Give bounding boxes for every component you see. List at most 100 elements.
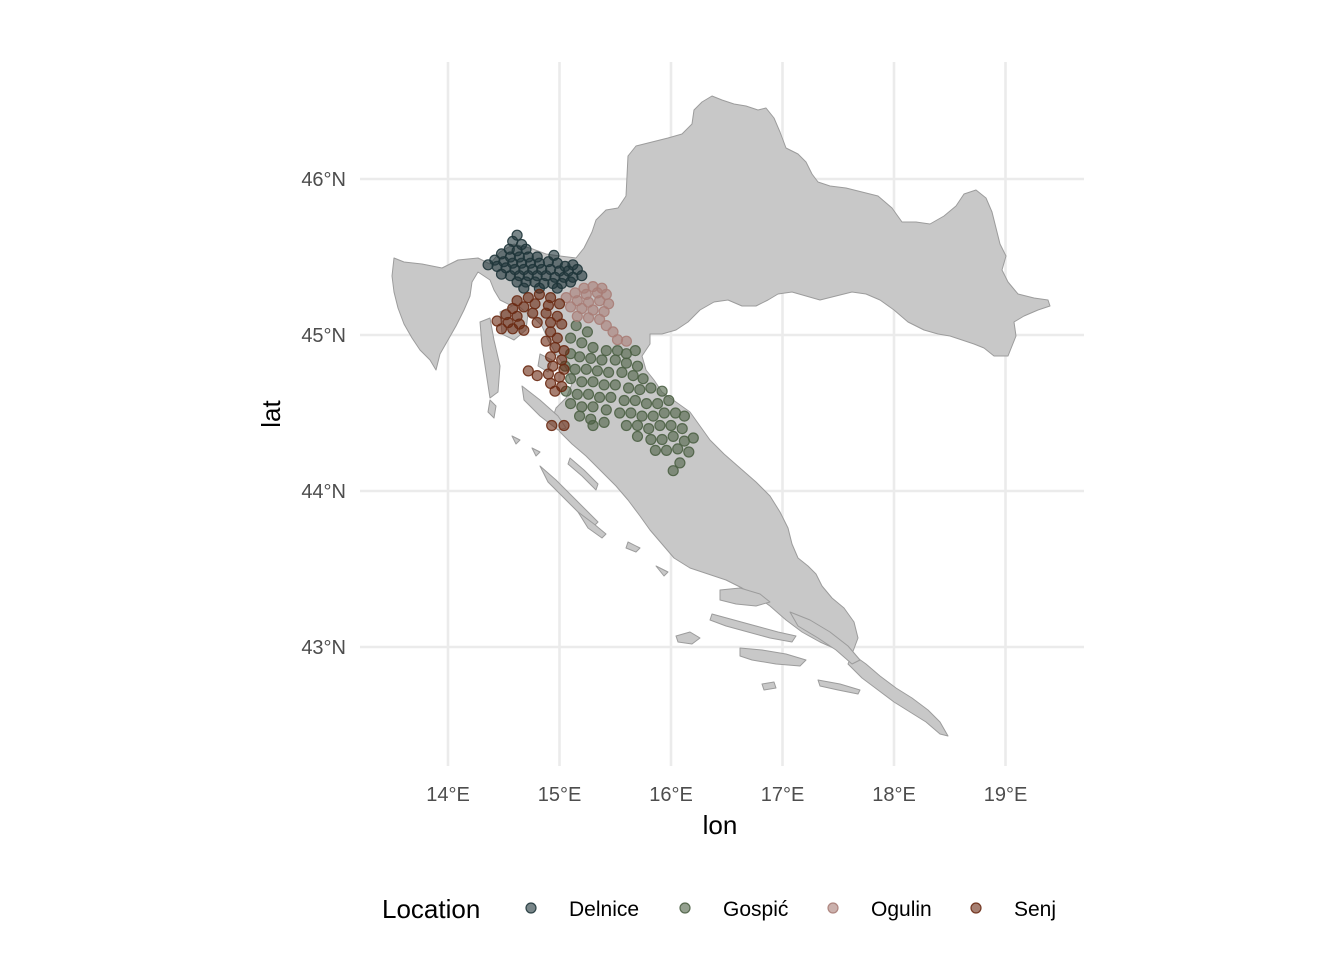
data-point xyxy=(645,382,657,394)
data-point xyxy=(625,407,637,419)
data-point xyxy=(587,376,599,388)
y-tick-label: 45°N xyxy=(301,325,346,347)
island-mljet xyxy=(817,679,861,695)
y-tick-label: 43°N xyxy=(301,637,346,659)
data-point xyxy=(551,332,563,344)
island-small-4 xyxy=(655,565,669,577)
data-point xyxy=(634,384,646,396)
data-point xyxy=(518,324,530,336)
data-point xyxy=(564,332,577,344)
data-point xyxy=(507,323,519,335)
data-point xyxy=(645,433,657,446)
data-point xyxy=(540,335,552,347)
legend-label: Senj xyxy=(1014,898,1056,921)
island-kornati xyxy=(577,511,607,539)
data-point xyxy=(495,323,508,335)
data-point xyxy=(553,371,566,383)
data-point xyxy=(598,379,610,391)
data-point xyxy=(600,345,612,357)
island-brac xyxy=(719,587,771,607)
data-point xyxy=(564,301,577,313)
axis-ticks: 14°E 15°E 16°E 17°E 18°E 19°E 43°N 44°N 45°N 46°N xyxy=(301,169,1027,806)
island-small-2 xyxy=(531,447,541,457)
data-point xyxy=(573,410,586,422)
island-lastovo xyxy=(761,681,777,691)
data-point xyxy=(570,320,582,332)
island-ugljan xyxy=(567,457,599,491)
data-point xyxy=(687,432,699,444)
data-point xyxy=(582,388,595,400)
data-point xyxy=(600,320,612,332)
island-korcula xyxy=(739,647,807,667)
data-point xyxy=(676,423,688,435)
data-point xyxy=(582,312,595,324)
data-point xyxy=(631,360,644,372)
island-cres xyxy=(479,317,501,399)
data-point xyxy=(600,404,612,416)
island-small-1 xyxy=(511,435,521,445)
data-point xyxy=(654,419,666,432)
data-point xyxy=(564,398,577,410)
data-point xyxy=(609,379,621,391)
points-layer xyxy=(482,229,699,477)
legend-key xyxy=(679,902,691,914)
x-tick-label: 15°E xyxy=(538,784,582,806)
x-axis-title: lon xyxy=(703,810,738,840)
data-point xyxy=(518,301,530,313)
data-point xyxy=(587,419,599,432)
legend-key xyxy=(970,902,982,914)
data-point xyxy=(576,337,588,349)
data-point xyxy=(558,345,570,357)
data-point xyxy=(581,326,594,338)
x-tick-label: 14°E xyxy=(426,784,470,806)
series-ogulin xyxy=(560,281,633,347)
data-point xyxy=(591,365,604,377)
data-point xyxy=(656,433,668,446)
data-point xyxy=(542,368,555,380)
data-point xyxy=(544,316,557,329)
data-point xyxy=(667,465,679,477)
data-point xyxy=(556,354,568,366)
data-point xyxy=(564,276,577,288)
island-hvar xyxy=(709,613,797,643)
data-point xyxy=(573,351,586,363)
data-point xyxy=(598,416,610,428)
data-point xyxy=(636,410,648,422)
data-point xyxy=(593,391,606,403)
data-point xyxy=(614,407,626,419)
data-point xyxy=(627,370,639,382)
data-point xyxy=(620,357,633,369)
data-point xyxy=(631,419,644,432)
data-point xyxy=(658,407,670,419)
data-point xyxy=(637,373,649,385)
data-point xyxy=(640,398,653,410)
croatia-south-coast xyxy=(847,653,949,737)
data-point xyxy=(580,363,592,375)
data-point xyxy=(665,419,677,432)
data-point xyxy=(556,318,568,330)
data-point xyxy=(656,385,668,397)
data-point xyxy=(529,298,541,310)
x-tick-label: 19°E xyxy=(984,784,1028,806)
data-point xyxy=(663,394,675,407)
data-point xyxy=(495,268,508,280)
y-axis-title: lat xyxy=(256,399,286,427)
series-gospi- xyxy=(559,320,699,477)
island-vis xyxy=(675,631,701,645)
data-point xyxy=(649,444,662,456)
series-senj xyxy=(491,288,570,432)
data-point xyxy=(564,373,577,385)
data-point xyxy=(660,444,673,456)
data-point xyxy=(631,430,644,442)
island-losinj xyxy=(487,399,497,419)
x-tick-label: 17°E xyxy=(761,784,805,806)
data-point xyxy=(549,385,561,397)
data-point xyxy=(647,410,659,422)
x-tick-label: 18°E xyxy=(872,784,916,806)
data-point xyxy=(558,419,570,432)
data-point xyxy=(587,401,599,413)
data-point xyxy=(551,282,563,294)
data-point xyxy=(620,335,633,347)
data-point xyxy=(596,354,608,366)
data-point xyxy=(533,288,546,300)
